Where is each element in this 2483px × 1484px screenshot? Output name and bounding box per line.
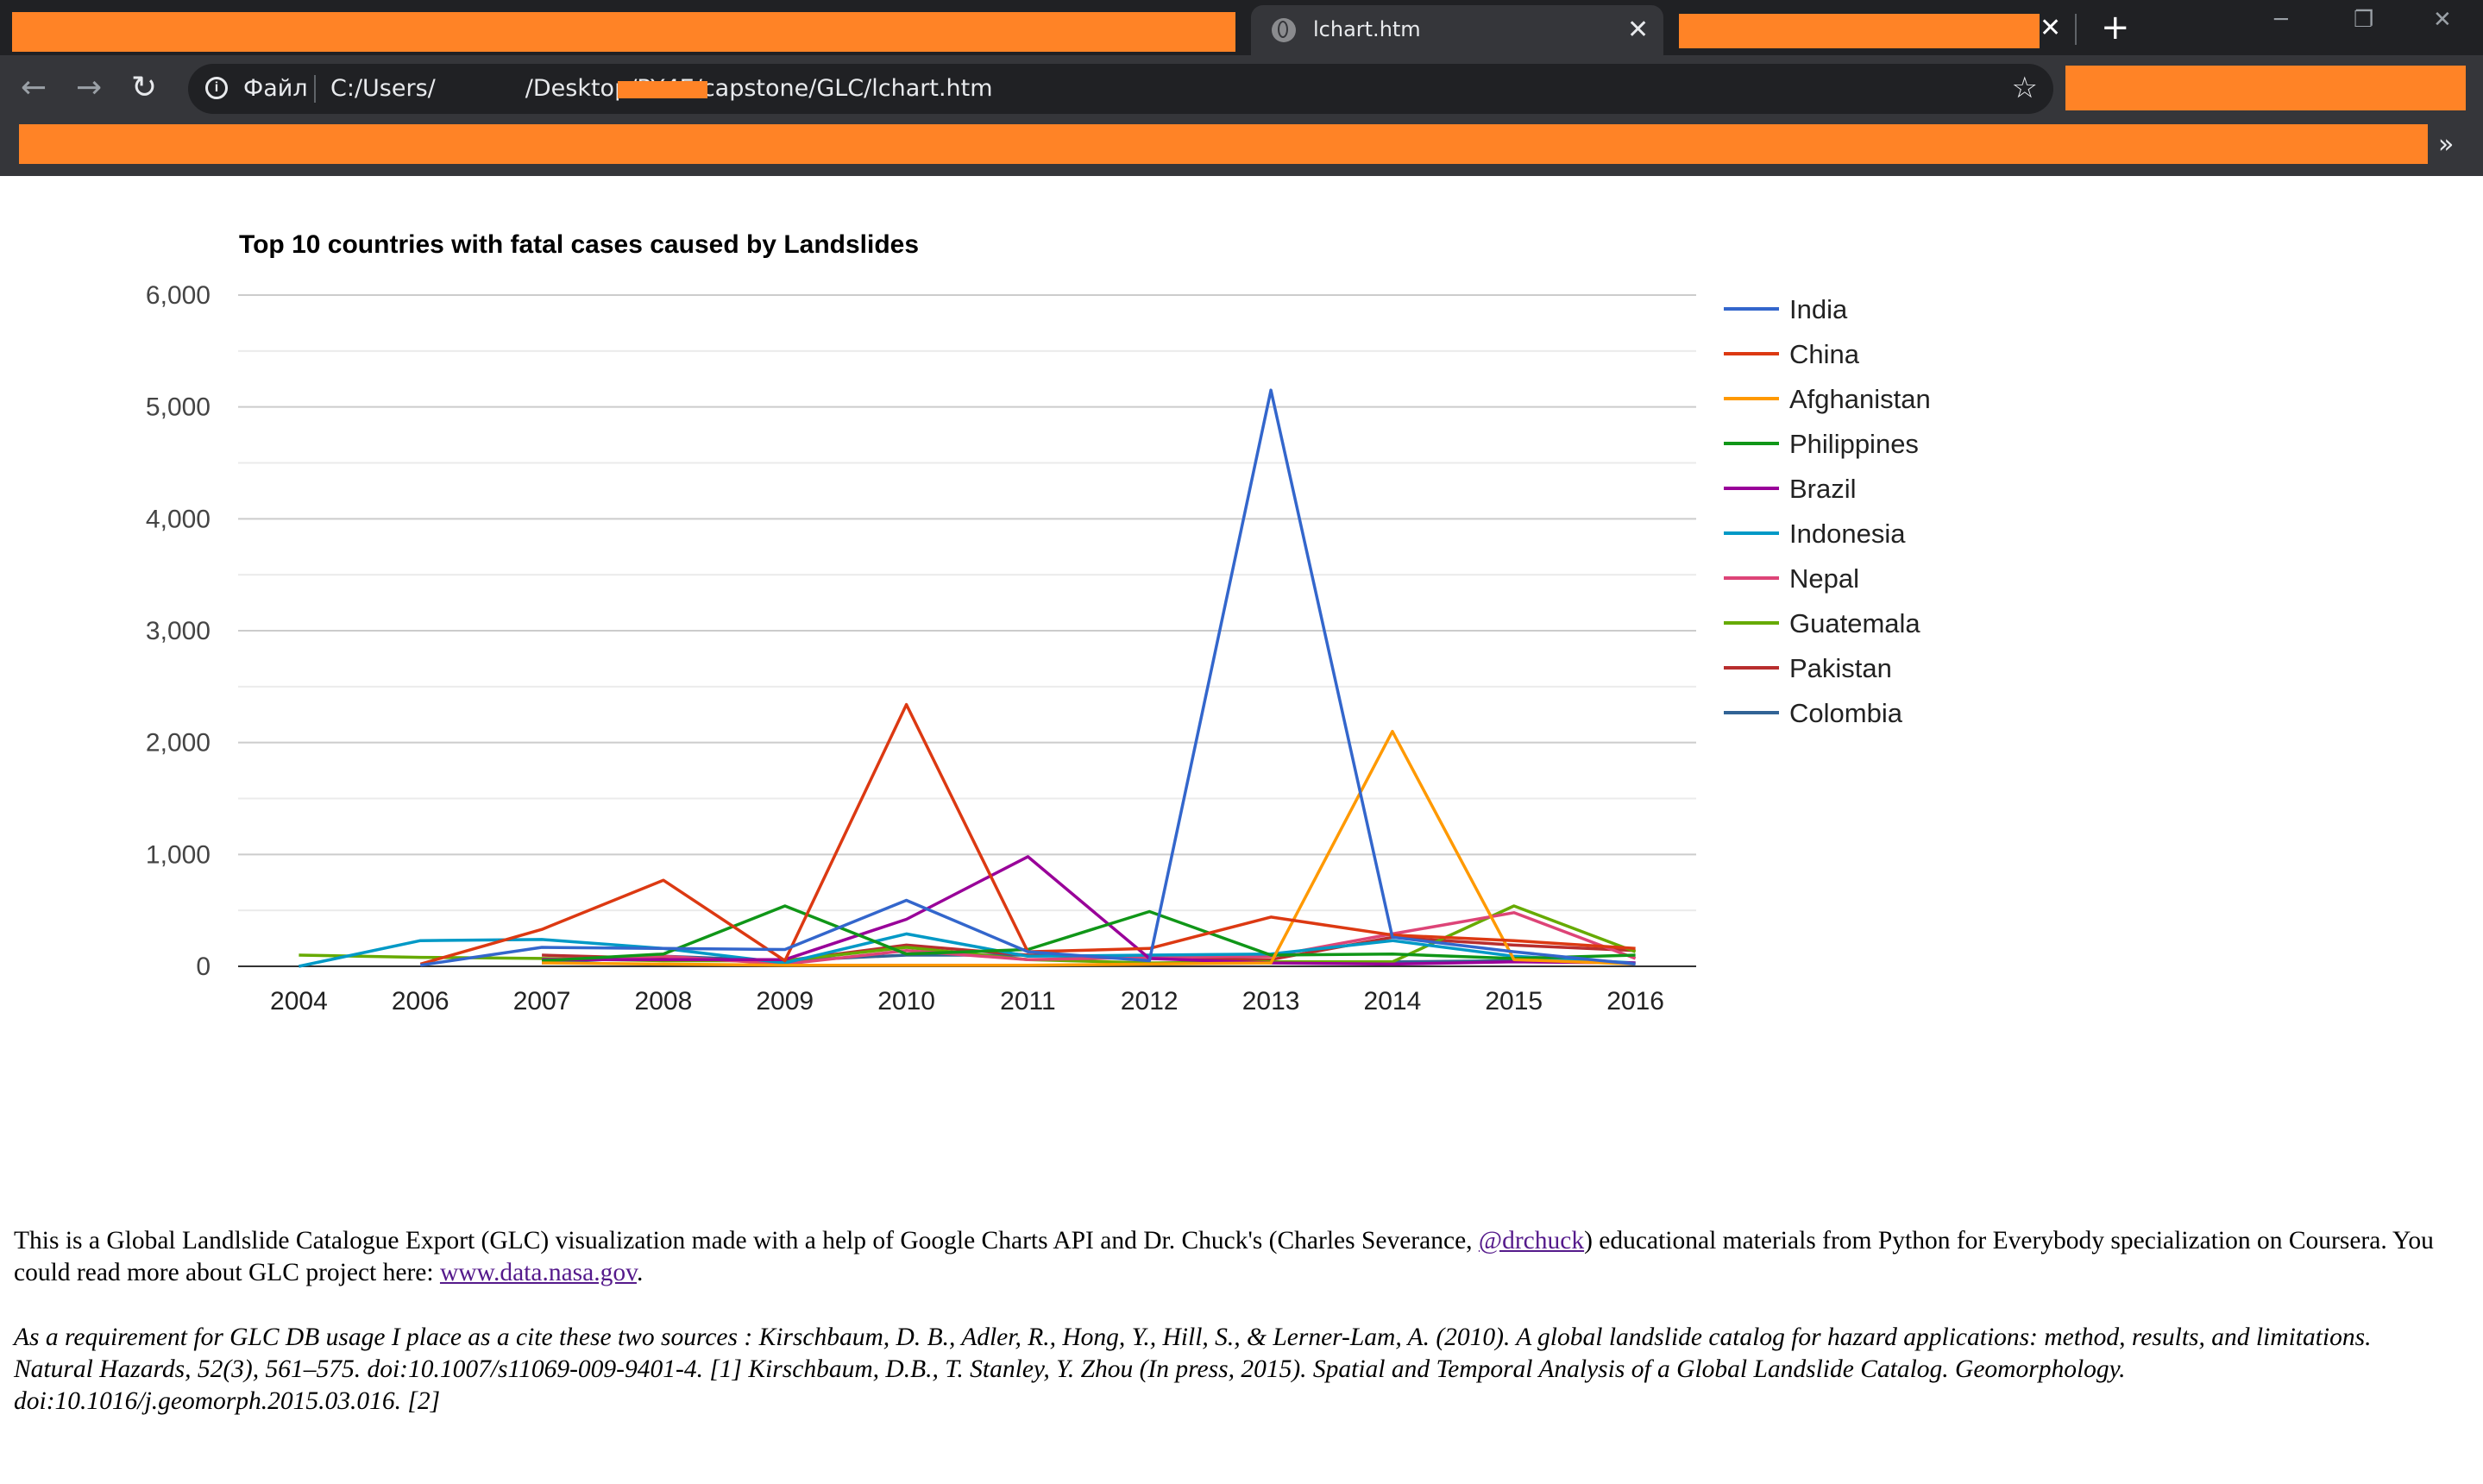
url-prefix: C:/Users/ <box>330 75 436 102</box>
description-text: ) educational materials from Python for … <box>14 1227 2434 1286</box>
url-text[interactable]: C:/Users/ /Desktop/PY4E/capstone/GLC/lcha… <box>330 75 993 102</box>
url-suffix: /Desktop/PY4E/capstone/GLC/lchart.htm <box>525 75 993 102</box>
y-tick-label: 2,000 <box>146 729 211 758</box>
redacted-bookmarks[interactable] <box>19 124 2428 164</box>
legend-label: Afghanistan <box>1789 384 1931 414</box>
scheme-label: Файл <box>243 75 308 102</box>
x-tick-label: 2004 <box>270 987 328 1016</box>
legend-label: Indonesia <box>1789 519 1906 549</box>
series-line-brazil <box>542 855 1636 966</box>
tab-strip: lchart.htm ✕ ✕ + ─ ❐ ✕ <box>0 0 2483 55</box>
address-separator <box>314 75 316 103</box>
redacted-extensions[interactable] <box>2065 66 2466 110</box>
redacted-tab[interactable] <box>12 12 1235 52</box>
legend-label: Philippines <box>1789 429 1919 459</box>
x-tick-label: 2007 <box>513 987 571 1016</box>
drchuck-link[interactable]: @drchuck <box>1478 1227 1585 1254</box>
tab-title: lchart.htm <box>1313 17 1421 41</box>
info-icon[interactable]: i <box>205 77 228 99</box>
series-line-china <box>419 702 1636 966</box>
back-arrow-icon[interactable]: ← <box>21 70 47 105</box>
toolbar: ← → ↻ i Файл C:/Users/ /Desktop/PY4E/caps… <box>0 55 2483 124</box>
y-tick-label: 6,000 <box>146 281 211 310</box>
address-bar[interactable]: i Файл C:/Users/ /Desktop/PY4E/capstone/G… <box>188 64 2053 114</box>
x-tick-label: 2012 <box>1121 987 1179 1016</box>
x-tick-label: 2006 <box>392 987 449 1016</box>
tab-separator <box>2075 14 2077 45</box>
bookmarks-bar: » <box>0 124 2483 176</box>
series-line-guatemala <box>299 904 1637 965</box>
y-tick-label: 4,000 <box>146 505 211 533</box>
legend-label: India <box>1789 294 1848 324</box>
x-tick-label: 2009 <box>756 987 814 1016</box>
globe-icon <box>1272 18 1296 42</box>
x-tick-label: 2010 <box>877 987 935 1016</box>
redacted-tab[interactable] <box>1679 14 2040 48</box>
tab-close-icon[interactable]: ✕ <box>1627 15 1650 45</box>
series-line-india <box>420 388 1636 967</box>
legend-label: Nepal <box>1789 563 1859 594</box>
reload-icon[interactable]: ↻ <box>131 70 158 105</box>
x-tick-label: 2008 <box>635 987 693 1016</box>
legend-label: China <box>1789 339 1860 369</box>
legend-label: Colombia <box>1789 698 1903 728</box>
bookmark-star-icon[interactable]: ☆ <box>2011 71 2038 105</box>
citation-paragraph: As a requirement for GLC DB usage I plac… <box>14 1324 2372 1415</box>
description-paragraph: This is a Global Landlslide Catalogue Ex… <box>14 1225 2455 1289</box>
legend-label: Guatemala <box>1789 608 1920 638</box>
bookmarks-overflow-button[interactable]: » <box>2438 129 2455 160</box>
description-text: This is a Global Landlslide Catalogue Ex… <box>14 1227 1479 1254</box>
legend-label: Pakistan <box>1789 653 1892 683</box>
minimize-icon[interactable]: ─ <box>2274 7 2288 33</box>
series-line-philippines <box>542 904 1636 963</box>
window-close-icon[interactable]: ✕ <box>2433 7 2452 33</box>
series-line-indonesia <box>299 932 1636 968</box>
description-text: . <box>636 1259 644 1286</box>
forward-arrow-icon[interactable]: → <box>76 70 103 105</box>
new-tab-button[interactable]: + <box>2101 8 2130 47</box>
redacted-username <box>618 81 707 98</box>
x-tick-label: 2016 <box>1606 987 1664 1016</box>
line-chart: Top 10 countries with fatal cases caused… <box>146 230 1931 1016</box>
tab-close-icon[interactable]: ✕ <box>2040 13 2062 43</box>
series-line-afghanistan <box>542 729 1636 967</box>
y-tick-label: 0 <box>196 953 211 981</box>
y-tick-label: 1,000 <box>146 840 211 869</box>
tab-active[interactable]: lchart.htm ✕ <box>1251 5 1663 55</box>
y-tick-label: 3,000 <box>146 617 211 645</box>
x-tick-label: 2011 <box>1000 987 1056 1016</box>
restore-icon[interactable]: ❐ <box>2354 7 2374 33</box>
chart-title: Top 10 countries with fatal cases caused… <box>239 230 919 259</box>
x-tick-label: 2014 <box>1364 987 1422 1016</box>
x-tick-label: 2013 <box>1242 987 1300 1016</box>
y-tick-label: 5,000 <box>146 393 211 422</box>
nasa-link[interactable]: www.data.nasa.gov <box>439 1259 637 1286</box>
x-tick-label: 2015 <box>1485 987 1543 1016</box>
legend-label: Brazil <box>1789 474 1857 504</box>
